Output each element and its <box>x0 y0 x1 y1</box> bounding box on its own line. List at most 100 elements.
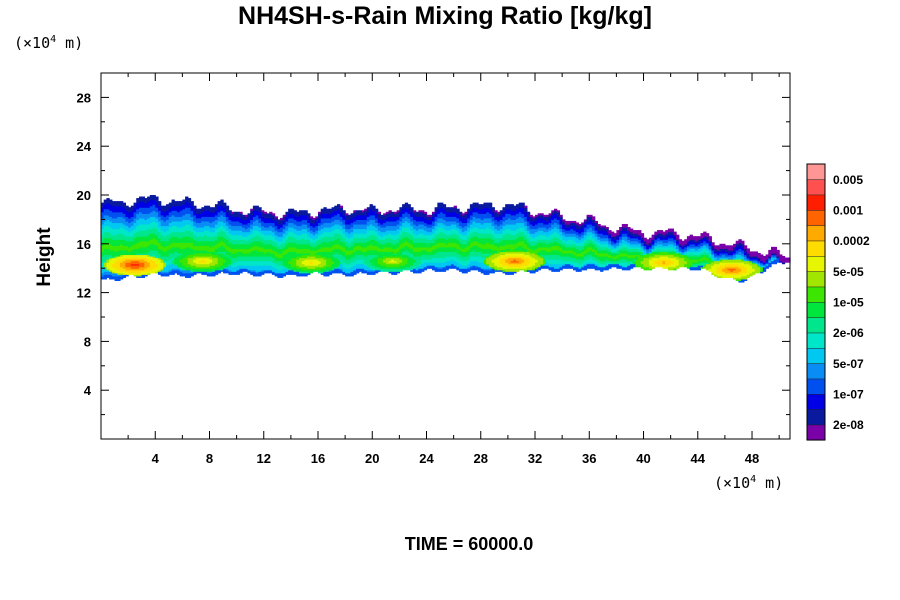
field-cell <box>138 260 143 263</box>
field-cell <box>106 216 110 219</box>
field-cell <box>244 262 249 265</box>
field-cell <box>106 272 110 275</box>
field-cell <box>296 243 300 246</box>
field-cell <box>138 269 143 272</box>
field-cell <box>307 234 311 237</box>
field-cell <box>147 234 151 237</box>
field-cell <box>171 216 175 219</box>
field-cell <box>152 251 156 254</box>
field-cell <box>217 219 221 222</box>
field-cell <box>231 262 235 265</box>
field-cell <box>114 204 118 207</box>
field-cell <box>109 246 113 249</box>
field-cell <box>339 246 344 249</box>
field-cell <box>258 220 262 224</box>
field-cell <box>111 210 116 213</box>
field-cell <box>350 249 354 253</box>
field-cell <box>233 219 238 222</box>
field-cell <box>347 272 352 275</box>
field-cell <box>103 237 108 240</box>
field-cell <box>204 220 208 224</box>
field-cell <box>345 249 349 253</box>
field-cell <box>328 213 333 216</box>
field-cell <box>255 211 259 214</box>
field-cell <box>111 240 116 243</box>
field-cell <box>396 239 400 242</box>
field-cell <box>261 227 265 230</box>
field-cell <box>399 207 403 210</box>
field-cell <box>244 228 249 231</box>
field-cell <box>179 240 183 243</box>
field-cell <box>388 230 392 233</box>
field-cell <box>369 268 373 271</box>
field-cell <box>355 269 360 272</box>
field-cell <box>176 210 181 213</box>
field-cell <box>258 234 262 237</box>
field-cell <box>111 228 116 231</box>
field-cell <box>128 242 132 245</box>
field-cell <box>247 236 251 239</box>
field-cell <box>187 219 192 222</box>
field-cell <box>282 243 287 246</box>
field-cell <box>369 207 373 210</box>
field-cell <box>285 252 289 256</box>
field-cell <box>236 269 240 272</box>
field-cell <box>225 239 230 242</box>
field-cell <box>358 242 363 245</box>
field-cell <box>117 249 121 253</box>
field-cell <box>223 266 227 269</box>
field-cell <box>261 222 265 225</box>
field-cell <box>174 223 178 227</box>
field-cell <box>101 240 105 243</box>
field-cell <box>130 242 135 245</box>
field-cell <box>320 243 325 246</box>
field-cell <box>315 268 319 271</box>
field-cell <box>212 265 216 268</box>
field-cell <box>252 216 257 219</box>
field-cell <box>269 251 273 254</box>
field-cell <box>163 211 167 214</box>
field-cell <box>114 268 118 271</box>
field-cell <box>149 271 154 274</box>
field-cell <box>190 251 194 254</box>
field-cell <box>114 246 118 249</box>
field-cell <box>206 254 211 257</box>
field-cell <box>261 245 265 248</box>
field-cell <box>209 207 213 210</box>
field-cell <box>117 242 121 245</box>
field-cell <box>130 227 135 230</box>
field-cell <box>399 230 403 233</box>
field-cell <box>307 233 311 236</box>
field-cell <box>225 216 230 219</box>
field-cell <box>223 262 227 265</box>
field-cell <box>331 243 335 246</box>
field-cell <box>404 220 409 224</box>
field-cell <box>353 228 357 231</box>
field-cell <box>331 271 335 274</box>
field-cell <box>350 245 354 248</box>
field-cell <box>258 240 262 243</box>
field-cell <box>136 271 140 274</box>
field-cell <box>168 210 173 213</box>
field-cell <box>328 262 333 265</box>
field-cell <box>233 263 238 266</box>
field-cell <box>271 231 276 234</box>
field-cell <box>331 252 335 256</box>
field-cell <box>345 246 349 249</box>
field-cell <box>312 239 316 242</box>
field-cell <box>282 237 287 240</box>
field-cell <box>152 210 156 213</box>
field-cell <box>228 248 232 251</box>
field-cell <box>391 271 395 274</box>
field-cell <box>315 220 319 224</box>
field-cell <box>163 207 167 210</box>
field-cell <box>247 245 251 248</box>
field-cell <box>255 259 259 262</box>
field-cell <box>391 251 395 254</box>
field-cell <box>187 207 192 210</box>
field-cell <box>331 217 335 221</box>
field-cell <box>141 198 145 201</box>
field-cell <box>231 227 235 230</box>
field-cell <box>144 263 148 266</box>
field-cell <box>223 239 227 242</box>
